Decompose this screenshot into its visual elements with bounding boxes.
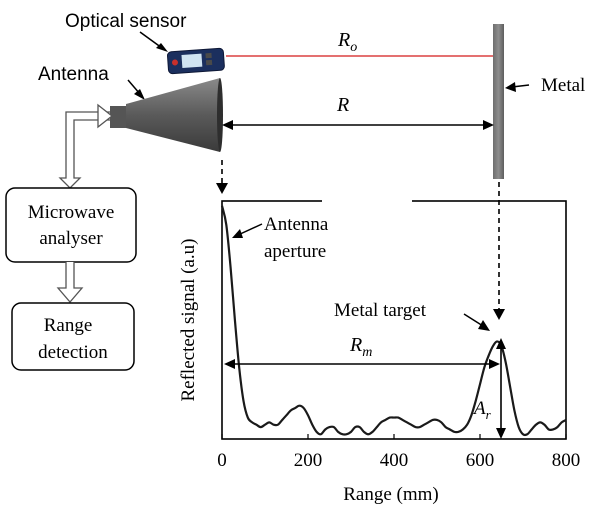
antenna-label: Antenna — [38, 64, 109, 85]
metal-target-label: Metal target — [334, 300, 427, 321]
ar-amplitude-label: Ar — [472, 398, 492, 422]
horn-antenna — [110, 78, 223, 152]
r-distance-label: R — [336, 94, 349, 116]
chart-x-axis-ticks: 0 200 400 600 800 — [217, 434, 580, 471]
rm-distance-arrow — [224, 359, 500, 369]
x-tick-label-2: 400 — [380, 450, 409, 471]
y-axis-label: Reflected signal (a.u) — [178, 238, 199, 401]
metal-plate — [493, 24, 504, 179]
antenna-aperture-label-line1: Antenna — [264, 214, 329, 235]
analyser-to-antenna-arrowhead — [97, 103, 114, 129]
metal-target-pointer-arrow — [463, 313, 490, 331]
metal-pointer-arrow — [505, 82, 530, 92]
microwave-analyser-line2: analyser — [39, 228, 103, 249]
optical-sensor-device — [167, 47, 225, 75]
range-detection-line1: Range — [44, 315, 93, 336]
aperture-projection-arrow — [216, 160, 228, 194]
r-distance-arrow — [222, 120, 494, 130]
antenna-aperture-label-line2: aperture — [264, 241, 326, 262]
antenna-aperture-pointer-arrow — [232, 223, 263, 238]
chart-series-group — [220, 205, 567, 437]
analyser-to-range-arrow — [56, 262, 84, 303]
x-axis-label: Range (mm) — [343, 484, 439, 505]
microwave-analyser-line1: Microwave — [28, 202, 115, 223]
range-detection-box — [11, 302, 135, 371]
reflected-signal-line-0 — [220, 205, 567, 437]
ar-amplitude-arrow — [496, 338, 506, 439]
optical-sensor-pointer-arrow — [139, 31, 168, 52]
microwave-analyser-box — [5, 187, 137, 263]
x-tick-label-1: 200 — [294, 450, 323, 471]
ro-distance-label: Ro — [337, 29, 357, 55]
x-tick-label-0: 0 — [217, 450, 227, 471]
x-tick-label-4: 800 — [552, 450, 581, 471]
range-detection-line2: detection — [38, 342, 108, 363]
x-tick-label-3: 600 — [466, 450, 495, 471]
metal-projection-arrow — [493, 182, 505, 320]
metal-label: Metal — [541, 75, 585, 96]
rm-distance-label: Rm — [349, 334, 372, 360]
optical-sensor-label: Optical sensor — [65, 11, 187, 32]
antenna-pointer-arrow — [127, 79, 145, 100]
chart-top-gap — [322, 197, 412, 206]
